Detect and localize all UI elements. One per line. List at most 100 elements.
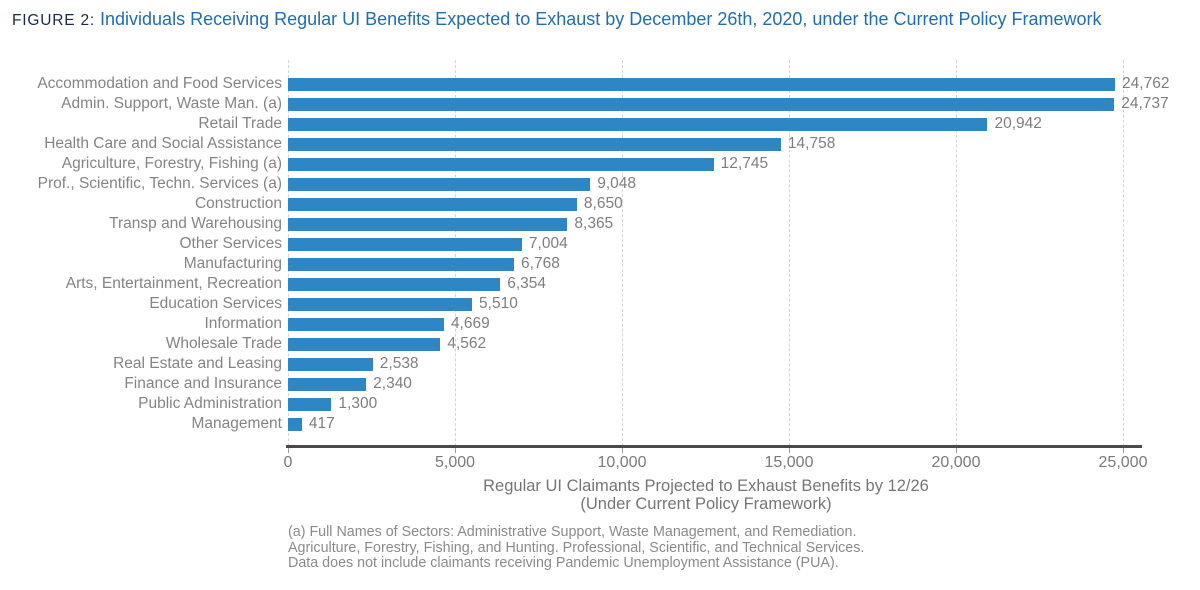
category-label: Other Services: [179, 235, 282, 252]
figure-title: FIGURE 2: Individuals Receiving Regular …: [12, 6, 1142, 34]
bar-track: 20,942: [288, 114, 1200, 134]
vertical-gridline: [956, 60, 957, 446]
category-label: Health Care and Social Assistance: [44, 135, 282, 152]
bar: [288, 177, 591, 191]
category-label: Finance and Insurance: [124, 375, 282, 392]
bar: [288, 257, 515, 271]
bar-track: 6,768: [288, 254, 1200, 274]
x-axis-title-line2: (Under Current Policy Framework): [580, 494, 832, 513]
bar-row: Public Administration 1,300: [0, 394, 1200, 414]
category-label: Retail Trade: [198, 115, 282, 132]
value-label: 6,768: [521, 255, 560, 272]
category-label: Accommodation and Food Services: [37, 75, 282, 92]
figure-title-text: Individuals Receiving Regular UI Benefit…: [100, 9, 1102, 29]
bar: [288, 217, 568, 231]
bar-track: 24,762: [288, 74, 1200, 94]
value-label: 12,745: [720, 155, 769, 172]
bar-row: Prof., Scientific, Techn. Services (a) 9,…: [0, 174, 1200, 194]
bar-track: 12,745: [288, 154, 1200, 174]
value-label: 4,669: [450, 315, 490, 332]
footnote-line: (a) Full Names of Sectors: Administrativ…: [288, 524, 857, 540]
x-tick-mark: [288, 448, 289, 453]
footnote-line: Agriculture, Forestry, Fishing, and Hunt…: [288, 539, 865, 556]
vertical-gridline: [288, 60, 289, 446]
value-label: 2,340: [373, 375, 412, 392]
bar: [288, 97, 1115, 111]
bar-track: 4,562: [288, 334, 1200, 354]
bar-track: 1,300: [288, 394, 1200, 414]
x-tick-label: 0: [283, 454, 293, 471]
bar-track: 417: [288, 414, 1200, 434]
bar-row: Information 4,669: [0, 314, 1200, 334]
value-label: 9,048: [597, 175, 636, 192]
value-label: 14,758: [787, 135, 836, 152]
value-label: 5,510: [479, 295, 518, 312]
bar: [288, 117, 988, 131]
bar-track: 5,510: [288, 294, 1200, 314]
bar-row: Accommodation and Food Services 24,762: [0, 74, 1200, 94]
bar: [288, 337, 441, 351]
bar: [288, 137, 781, 151]
plot-rows: Accommodation and Food Services 24,762 Adm…: [0, 74, 1200, 434]
value-label: 7,004: [528, 235, 568, 252]
bar: [288, 157, 714, 171]
category-label: Agriculture, Forestry, Fishing (a): [61, 155, 282, 172]
value-label: 6,354: [507, 275, 547, 292]
x-tick-label: 10,000: [597, 454, 647, 471]
bar-track: 24,737: [288, 94, 1200, 114]
value-label: 2,538: [379, 355, 419, 372]
value-label: 20,942: [994, 115, 1042, 132]
footnote-line: Data does not include claimants receivin…: [288, 555, 839, 571]
bar: [288, 77, 1116, 91]
x-tick-label: 20,000: [931, 454, 981, 471]
category-label: Information: [204, 315, 282, 332]
bar-row: Management 417: [0, 414, 1200, 434]
category-label: Real Estate and Leasing: [113, 355, 282, 372]
vertical-gridline: [455, 60, 456, 446]
bar-track: 2,340: [288, 374, 1200, 394]
bar-row: Real Estate and Leasing 2,538: [0, 354, 1200, 374]
category-label: Transp and Warehousing: [109, 215, 282, 232]
chart-footnote: (a) Full Names of Sectors: Administrativ…: [288, 524, 1088, 572]
bar: [288, 417, 302, 431]
category-label: Prof., Scientific, Techn. Services (a): [37, 175, 282, 192]
bar-track: 4,669: [288, 314, 1200, 334]
category-label: Public Administration: [138, 395, 282, 412]
bar-track: 14,758: [288, 134, 1200, 154]
bar-row: Other Services 7,004: [0, 234, 1200, 254]
value-label: 8,650: [583, 195, 623, 212]
value-label: 4,562: [447, 335, 487, 352]
bar-row: Education Services 5,510: [0, 294, 1200, 314]
x-tick-mark: [455, 448, 456, 453]
x-axis-line: [286, 445, 1142, 448]
x-tick-label: 5,000: [434, 454, 476, 471]
x-tick-mark: [789, 448, 790, 453]
category-label: Management: [191, 415, 282, 432]
value-label: 24,762: [1122, 75, 1170, 92]
bar-track: 6,354: [288, 274, 1200, 294]
category-label: Admin. Support, Waste Man. (a): [61, 95, 282, 112]
bar-row: Health Care and Social Assistance 14,758: [0, 134, 1200, 154]
figure-number-label: FIGURE 2:: [12, 12, 95, 29]
bar: [288, 237, 522, 251]
x-axis-title-line1: Regular UI Claimants Projected to Exhaus…: [483, 477, 929, 495]
vertical-gridline: [1123, 60, 1124, 446]
category-label: Manufacturing: [183, 255, 282, 272]
x-tick-mark: [956, 448, 957, 453]
bar-row: Construction 8,650: [0, 194, 1200, 214]
bar-row: Agriculture, Forestry, Fishing (a) 12,745: [0, 154, 1200, 174]
x-tick-mark: [622, 448, 623, 453]
bar: [288, 297, 473, 311]
bar-row: Retail Trade 20,942: [0, 114, 1200, 134]
bar: [288, 317, 444, 331]
category-label: Arts, Entertainment, Recreation: [65, 275, 282, 292]
category-label: Wholesale Trade: [165, 335, 282, 352]
bar-row: Arts, Entertainment, Recreation 6,354: [0, 274, 1200, 294]
bar: [288, 197, 577, 211]
value-label: 8,365: [574, 215, 614, 232]
value-label: 1,300: [338, 395, 378, 412]
category-label: Education Services: [149, 295, 282, 312]
value-label: 24,737: [1121, 95, 1169, 112]
value-label: 417: [308, 415, 335, 432]
bar-row: Transp and Warehousing 8,365: [0, 214, 1200, 234]
